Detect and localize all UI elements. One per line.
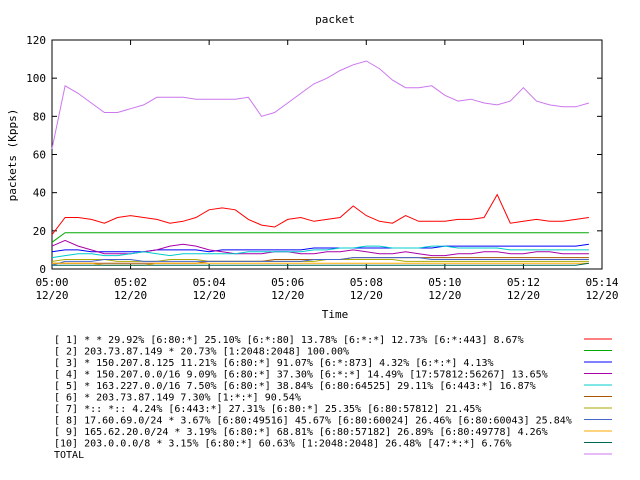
legend-label: [ 3] * 150.207.8.125 11.21% [6:80:*] 91.… (54, 358, 494, 369)
x-tick-date: 12/20 (507, 289, 540, 302)
series-line (51, 243, 589, 253)
chart-title: packet (315, 13, 355, 26)
y-tick-label: 100 (26, 72, 46, 85)
x-tick-time: 05:12 (507, 276, 540, 289)
x-axis: 05:0012/2005:0212/2005:0412/2005:0612/20… (35, 40, 619, 302)
x-tick-date: 12/20 (585, 289, 618, 302)
x-tick-time: 05:14 (585, 276, 618, 289)
y-tick-label: 40 (33, 187, 46, 200)
x-tick-time: 05:04 (193, 276, 226, 289)
x-tick-time: 05:08 (350, 276, 383, 289)
legend-label: [ 6] * 203.73.87.149 7.30% [1:*:*] 90.54… (54, 393, 301, 404)
series-line (51, 245, 589, 259)
x-tick-time: 05:00 (35, 276, 68, 289)
x-tick-date: 12/20 (114, 289, 147, 302)
series-line (51, 232, 589, 243)
legend-label: [ 8] 17.60.69.0/24 * 3.67% [6:80:49516] … (54, 416, 572, 427)
legend-label: [ 5] * 163.227.0.0/16 7.50% [6:80:*] 38.… (54, 381, 536, 392)
x-tick-time: 05:02 (114, 276, 147, 289)
legend-label: [ 7] *:: *:: 4.24% [6:443:*] 27.31% [6:8… (54, 404, 481, 415)
legend-label: [ 4] * 150.207.0.0/16 9.09% [6:80:*] 37.… (54, 370, 548, 381)
x-axis-label: Time (322, 308, 349, 321)
series-lines (51, 60, 590, 266)
x-tick-date: 12/20 (193, 289, 226, 302)
legend-label: [10] 203.0.0.0/8 * 3.15% [6:80:*] 60.63%… (54, 439, 512, 450)
series-line (51, 60, 590, 149)
x-tick-date: 12/20 (271, 289, 304, 302)
legend-label: [ 2] 203.73.87.149 * 20.73% [1:2048:2048… (54, 347, 349, 358)
y-tick-label: 120 (26, 34, 46, 47)
y-axis-label: packets (Kpps) (6, 109, 19, 202)
series-line (51, 193, 589, 236)
legend-label: TOTAL (54, 450, 84, 461)
legend-label: [ 1] * * 29.92% [6:80:*] 25.10% [6:*:80]… (54, 335, 524, 346)
x-tick-date: 12/20 (35, 289, 68, 302)
x-tick-date: 12/20 (350, 289, 383, 302)
x-tick-time: 05:10 (428, 276, 461, 289)
y-tick-label: 0 (39, 263, 46, 276)
y-tick-label: 60 (33, 149, 46, 162)
y-axis: 0 20 40 60 80 100 120 (26, 34, 602, 276)
series-line (51, 257, 589, 266)
plot-frame (51, 39, 603, 270)
legend: [ 1] * * 29.92% [6:80:*] 25.10% [6:*:80]… (54, 335, 612, 461)
legend-label: [ 9] 165.62.20.0/24 * 3.19% [6:80:*] 68.… (54, 427, 548, 438)
x-tick-time: 05:06 (271, 276, 304, 289)
y-tick-label: 20 (33, 225, 46, 238)
series-line (52, 262, 589, 266)
x-tick-date: 12/20 (428, 289, 461, 302)
y-tick-label: 80 (33, 110, 46, 123)
